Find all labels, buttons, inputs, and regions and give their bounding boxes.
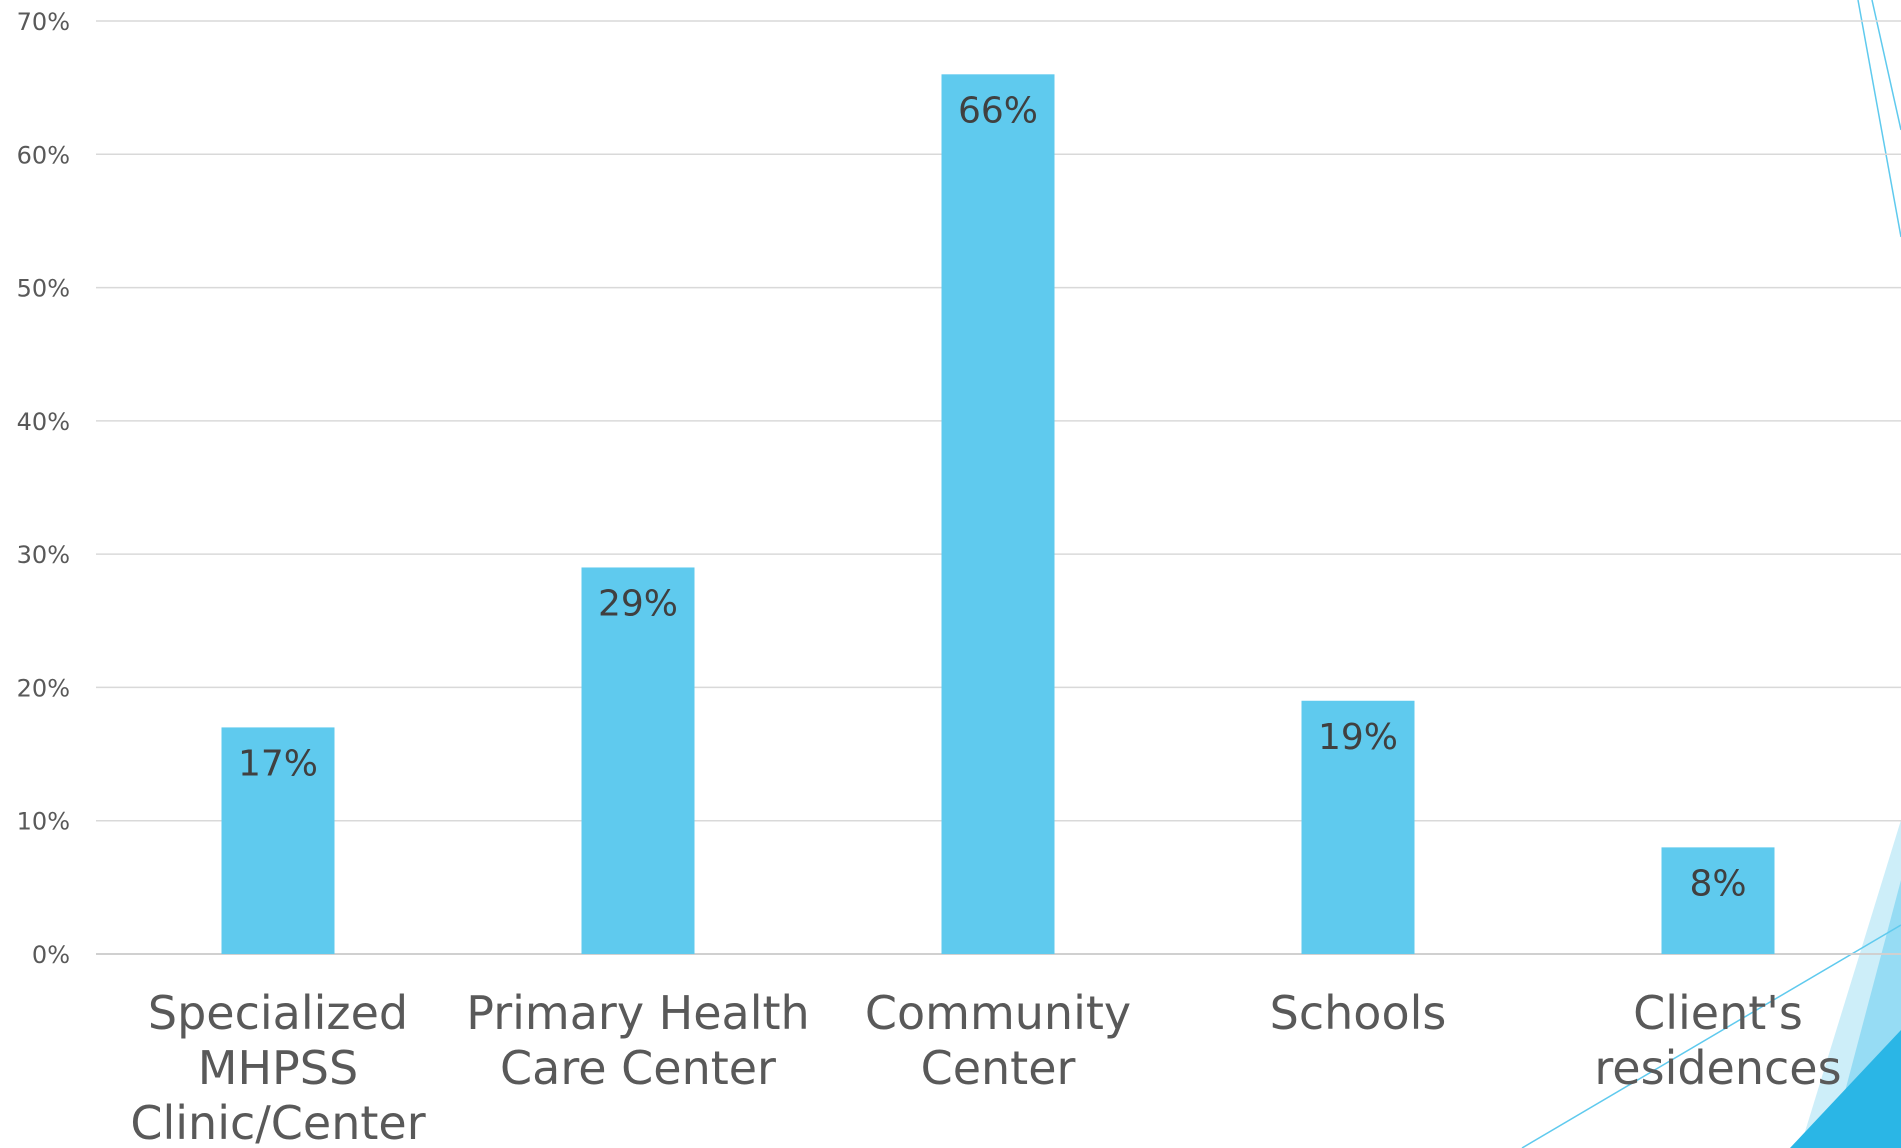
x-axis-labels: Specialized MHPSS Clinic/Center Primary Hea… <box>130 986 1841 1148</box>
slide-decoration <box>1521 0 1901 1148</box>
decor-line-top-1 <box>1857 0 1901 238</box>
x-category-label-line: Schools <box>1270 986 1447 1040</box>
bar <box>941 74 1055 955</box>
bar <box>581 567 695 954</box>
y-tick-label: 30% <box>17 541 70 569</box>
data-label: 66% <box>958 90 1038 131</box>
x-category-label-line: Specialized <box>148 986 408 1040</box>
decor-line-top-2 <box>1871 0 1901 131</box>
bars <box>221 74 1775 955</box>
x-category-label: Primary Health Care Center <box>466 986 809 1095</box>
y-tick-label: 70% <box>17 8 70 36</box>
data-label: 19% <box>1318 717 1398 758</box>
y-tick-label: 10% <box>17 808 70 836</box>
decor-line-bottom <box>1521 924 1901 1148</box>
x-category-label-line: MHPSS <box>198 1041 358 1095</box>
x-category-label: Specialized MHPSS Clinic/Center <box>130 986 425 1148</box>
x-category-label-line: residences <box>1594 1041 1841 1095</box>
x-category-label-line: Care Center <box>500 1041 776 1095</box>
bar <box>1661 847 1775 954</box>
y-tick-label: 50% <box>17 275 70 303</box>
x-category-label-line: Client's <box>1633 986 1803 1040</box>
x-category-label-line: Clinic/Center <box>130 1096 425 1148</box>
x-category-label-line: Primary Health <box>466 986 809 1040</box>
bar <box>1301 700 1415 954</box>
data-label: 29% <box>598 583 678 624</box>
y-tick-label: 20% <box>17 674 70 702</box>
x-category-label: Community Center <box>865 986 1131 1095</box>
x-category-label: Client's residences <box>1594 986 1841 1095</box>
data-label: 8% <box>1689 863 1746 904</box>
data-labels: 17% 29% 66% 19% 8% <box>238 90 1747 904</box>
data-label: 17% <box>238 743 318 784</box>
y-tick-label: 60% <box>17 141 70 169</box>
bar <box>221 727 335 954</box>
y-axis-labels: 0% 10% 20% 30% 40% 50% 60% 70% <box>17 8 70 969</box>
y-tick-label: 40% <box>17 408 70 436</box>
decor-panel-dark <box>1790 1030 1901 1148</box>
x-category-label-line: Center <box>921 1041 1076 1095</box>
x-category-label: Schools <box>1270 986 1447 1040</box>
x-category-label-line: Community <box>865 986 1131 1040</box>
y-tick-label: 0% <box>32 941 70 969</box>
